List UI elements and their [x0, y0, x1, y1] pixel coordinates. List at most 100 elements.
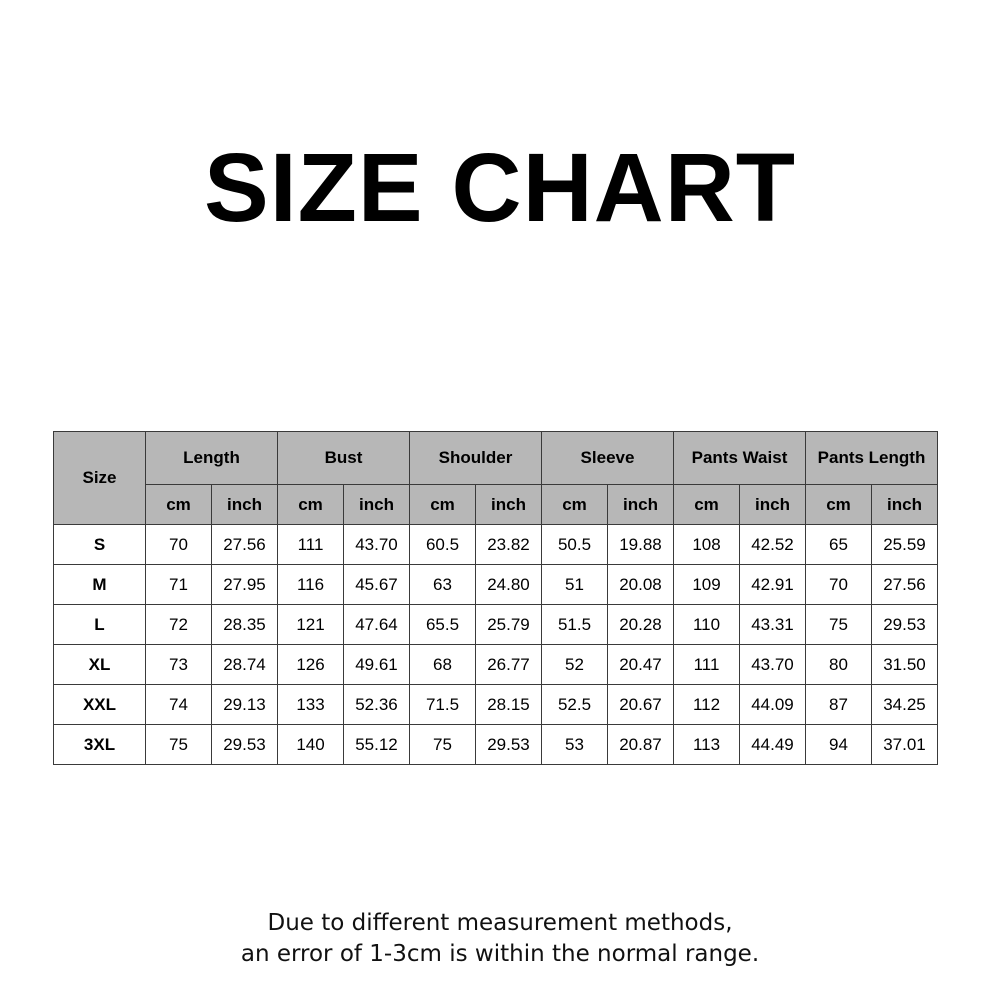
- value-cell: 29.53: [475, 724, 542, 765]
- measurement-note: Due to different measurement methods, an…: [0, 908, 1000, 970]
- table-row: XL 73 28.74 126 49.61 68 26.77 52 20.47 111 43.70 8…: [53, 644, 938, 685]
- table-row: 3XL 75 29.53 140 55.12 75 29.53 53 20.87 113 44.49…: [53, 724, 938, 765]
- size-chart-table: Size Length Bust Shoulder Sleeve Pants Waist…: [53, 431, 938, 765]
- value-cell: 20.87: [607, 724, 674, 765]
- value-cell: 110: [673, 604, 740, 645]
- value-cell: 27.56: [871, 564, 938, 605]
- value-cell: 29.13: [211, 684, 278, 725]
- size-cell: XXL: [53, 684, 146, 725]
- value-cell: 109: [673, 564, 740, 605]
- value-cell: 43.70: [343, 524, 410, 565]
- table-row: S 70 27.56 111 43.70 60.5 23.82 50.5 19.88 108 42.…: [53, 524, 938, 565]
- value-cell: 37.01: [871, 724, 938, 765]
- size-cell: XL: [53, 644, 146, 685]
- value-cell: 43.31: [739, 604, 806, 645]
- group-header: Pants Length: [805, 431, 938, 485]
- value-cell: 53: [541, 724, 608, 765]
- size-cell: S: [53, 524, 146, 565]
- value-cell: 51: [541, 564, 608, 605]
- unit-header-cm: cm: [409, 484, 476, 525]
- value-cell: 80: [805, 644, 872, 685]
- unit-header-inch: inch: [739, 484, 806, 525]
- value-cell: 126: [277, 644, 344, 685]
- value-cell: 27.56: [211, 524, 278, 565]
- value-cell: 71.5: [409, 684, 476, 725]
- size-column-header: Size: [53, 431, 146, 525]
- table-row: M 71 27.95 116 45.67 63 24.80 51 20.08 109 42.91 70…: [53, 564, 938, 605]
- group-header: Pants Waist: [673, 431, 806, 485]
- group-header: Shoulder: [409, 431, 542, 485]
- unit-header-inch: inch: [607, 484, 674, 525]
- value-cell: 44.09: [739, 684, 806, 725]
- value-cell: 25.79: [475, 604, 542, 645]
- group-header: Sleeve: [541, 431, 674, 485]
- table-row: XXL 74 29.13 133 52.36 71.5 28.15 52.5 20.67 112 4…: [53, 684, 938, 725]
- value-cell: 140: [277, 724, 344, 765]
- value-cell: 87: [805, 684, 872, 725]
- unit-header-cm: cm: [673, 484, 740, 525]
- value-cell: 28.15: [475, 684, 542, 725]
- unit-header-cm: cm: [145, 484, 212, 525]
- value-cell: 34.25: [871, 684, 938, 725]
- value-cell: 47.64: [343, 604, 410, 645]
- table-row: L 72 28.35 121 47.64 65.5 25.79 51.5 20.28 110 43.…: [53, 604, 938, 645]
- value-cell: 20.28: [607, 604, 674, 645]
- page-title: SIZE CHART: [204, 133, 796, 242]
- value-cell: 70: [805, 564, 872, 605]
- value-cell: 112: [673, 684, 740, 725]
- value-cell: 25.59: [871, 524, 938, 565]
- value-cell: 75: [805, 604, 872, 645]
- unit-header-inch: inch: [871, 484, 938, 525]
- value-cell: 71: [145, 564, 212, 605]
- unit-header-cm: cm: [805, 484, 872, 525]
- value-cell: 94: [805, 724, 872, 765]
- value-cell: 133: [277, 684, 344, 725]
- value-cell: 52: [541, 644, 608, 685]
- unit-header-inch: inch: [343, 484, 410, 525]
- value-cell: 45.67: [343, 564, 410, 605]
- value-cell: 42.91: [739, 564, 806, 605]
- unit-header-inch: inch: [475, 484, 542, 525]
- group-header: Bust: [277, 431, 410, 485]
- value-cell: 72: [145, 604, 212, 645]
- unit-header-cm: cm: [541, 484, 608, 525]
- value-cell: 108: [673, 524, 740, 565]
- value-cell: 68: [409, 644, 476, 685]
- value-cell: 28.74: [211, 644, 278, 685]
- value-cell: 31.50: [871, 644, 938, 685]
- note-line-2: an error of 1-3cm is within the normal r…: [240, 941, 760, 967]
- value-cell: 51.5: [541, 604, 608, 645]
- value-cell: 65: [805, 524, 872, 565]
- value-cell: 24.80: [475, 564, 542, 605]
- value-cell: 55.12: [343, 724, 410, 765]
- unit-header-cm: cm: [277, 484, 344, 525]
- value-cell: 28.35: [211, 604, 278, 645]
- value-cell: 60.5: [409, 524, 476, 565]
- value-cell: 49.61: [343, 644, 410, 685]
- value-cell: 111: [277, 524, 344, 565]
- value-cell: 29.53: [871, 604, 938, 645]
- value-cell: 20.67: [607, 684, 674, 725]
- value-cell: 43.70: [739, 644, 806, 685]
- value-cell: 26.77: [475, 644, 542, 685]
- value-cell: 116: [277, 564, 344, 605]
- value-cell: 73: [145, 644, 212, 685]
- note-line-1: Due to different measurement methods,: [267, 910, 733, 936]
- value-cell: 27.95: [211, 564, 278, 605]
- value-cell: 44.49: [739, 724, 806, 765]
- value-cell: 75: [145, 724, 212, 765]
- value-cell: 19.88: [607, 524, 674, 565]
- size-cell: 3XL: [53, 724, 146, 765]
- size-cell: L: [53, 604, 146, 645]
- value-cell: 29.53: [211, 724, 278, 765]
- value-cell: 20.08: [607, 564, 674, 605]
- value-cell: 20.47: [607, 644, 674, 685]
- value-cell: 113: [673, 724, 740, 765]
- value-cell: 70: [145, 524, 212, 565]
- size-cell: M: [53, 564, 146, 605]
- unit-header-inch: inch: [211, 484, 278, 525]
- value-cell: 52.5: [541, 684, 608, 725]
- value-cell: 121: [277, 604, 344, 645]
- value-cell: 23.82: [475, 524, 542, 565]
- value-cell: 63: [409, 564, 476, 605]
